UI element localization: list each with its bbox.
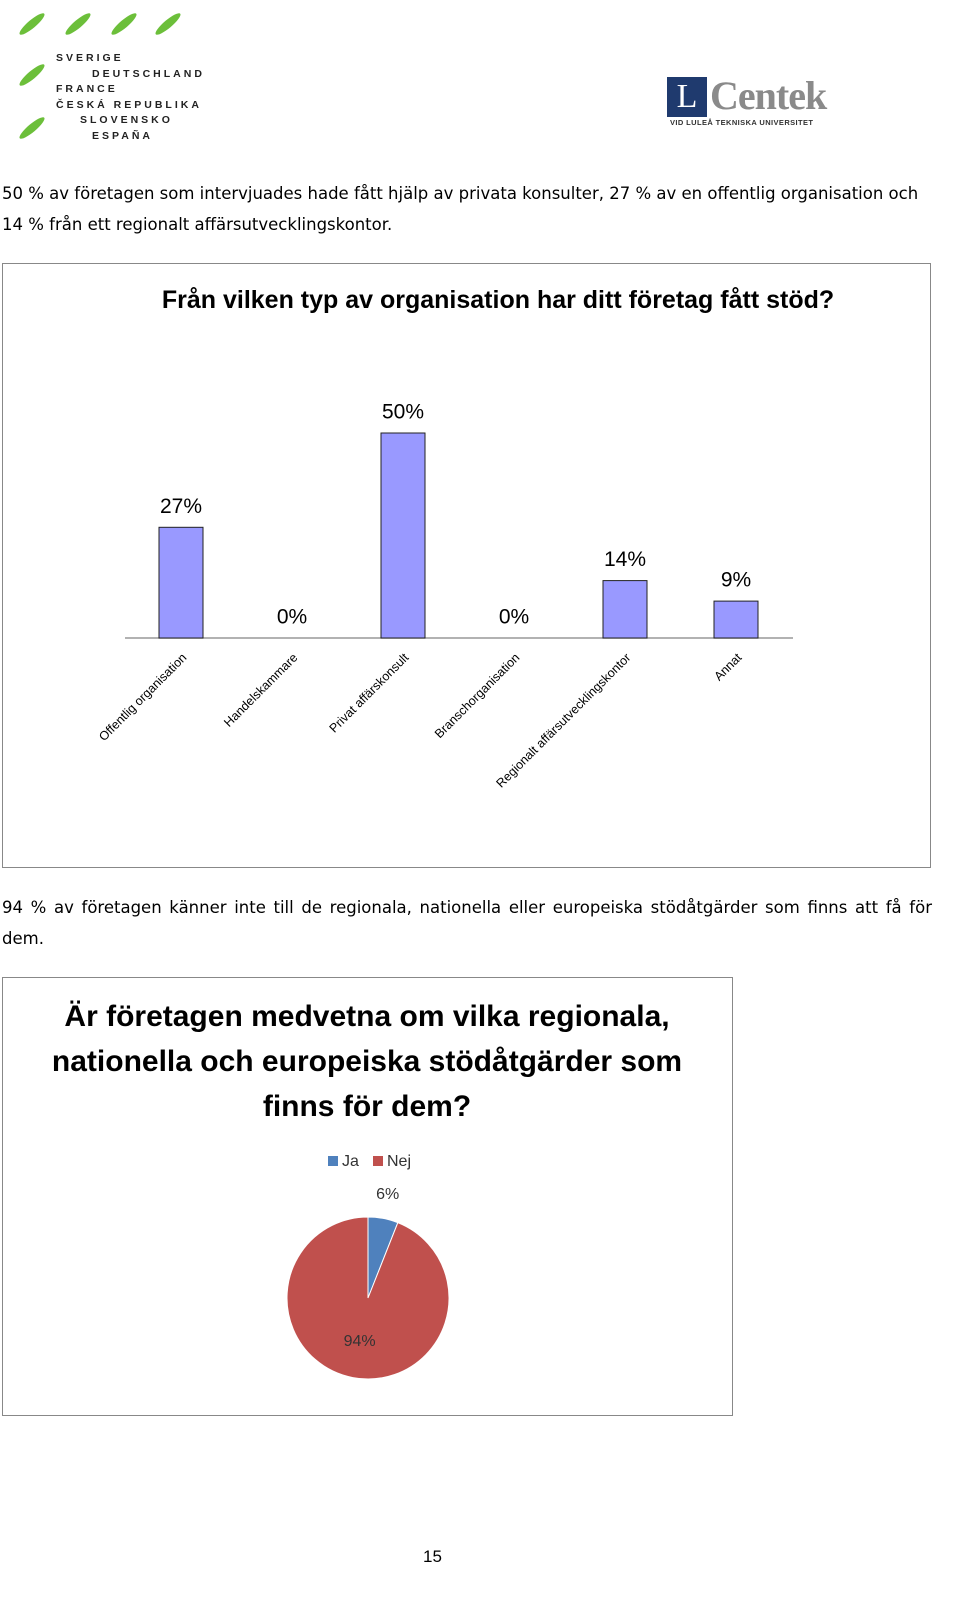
paragraph: 50 % av företagen som intervjuades hade …	[2, 184, 919, 234]
bar-chart: Från vilken typ av organisation har ditt…	[2, 263, 931, 868]
x-tick-label: Handelskammare	[221, 651, 300, 730]
centek-subtitle: VID LULEÅ TEKNISKA UNIVERSITET	[670, 118, 814, 127]
pie-chart: Är företagen medvetna om vilka regionala…	[2, 977, 733, 1416]
value-label: 9%	[721, 569, 751, 592]
page-number: 15	[423, 1547, 442, 1566]
logo-line: ESPAÑA	[92, 129, 153, 142]
x-tick-label: Privat affärskonsult	[327, 650, 412, 735]
gecko-icons	[19, 13, 181, 139]
chart-plot: 27% Offentlig organisation 0% Handelskammar…	[96, 401, 793, 791]
value-label: 94%	[344, 1333, 376, 1350]
logo-line: SLOVENSKO	[80, 114, 173, 126]
legend-swatch	[328, 1156, 338, 1166]
value-label: 6%	[376, 1186, 399, 1203]
chart-title: Från vilken typ av organisation har ditt…	[161, 286, 835, 314]
bar	[380, 432, 426, 639]
bar	[713, 600, 759, 639]
x-tick-label: Branschorganisation	[432, 651, 523, 742]
pie-slice	[286, 1216, 450, 1380]
x-tick-label: Annat	[711, 650, 744, 683]
bar	[158, 526, 204, 639]
value-label: 50%	[382, 401, 424, 424]
logo-line: FRANCE	[56, 83, 118, 95]
x-tick-label: Offentlig organisation	[96, 651, 189, 744]
paragraph: 94 % av företagen känner inte till de re…	[2, 898, 932, 948]
value-label: 14%	[604, 548, 646, 571]
x-tick-label: Regionalt affärsutvecklingskontor	[494, 651, 634, 791]
bar	[602, 580, 648, 639]
value-label: 0%	[499, 606, 529, 629]
legend-label: Ja	[342, 1153, 359, 1170]
value-label: 27%	[160, 495, 202, 518]
legend-label: Nej	[387, 1153, 411, 1170]
legend-swatch	[373, 1156, 383, 1166]
centek-name: Centek	[710, 73, 827, 118]
chart-title: Är företagen medvetna om vilka regionala…	[51, 1000, 683, 1123]
logo-line: ČESKÁ REPUBLIKA	[56, 98, 202, 111]
logo-line: SVERIGE	[56, 52, 124, 64]
gecko-logo	[19, 13, 181, 139]
centek-letter: L	[667, 77, 707, 117]
chart-plot: Ja Nej 6% 94%	[286, 1153, 450, 1380]
logo-line: DEUTSCHLAND	[92, 67, 205, 80]
value-label: 0%	[277, 606, 307, 629]
